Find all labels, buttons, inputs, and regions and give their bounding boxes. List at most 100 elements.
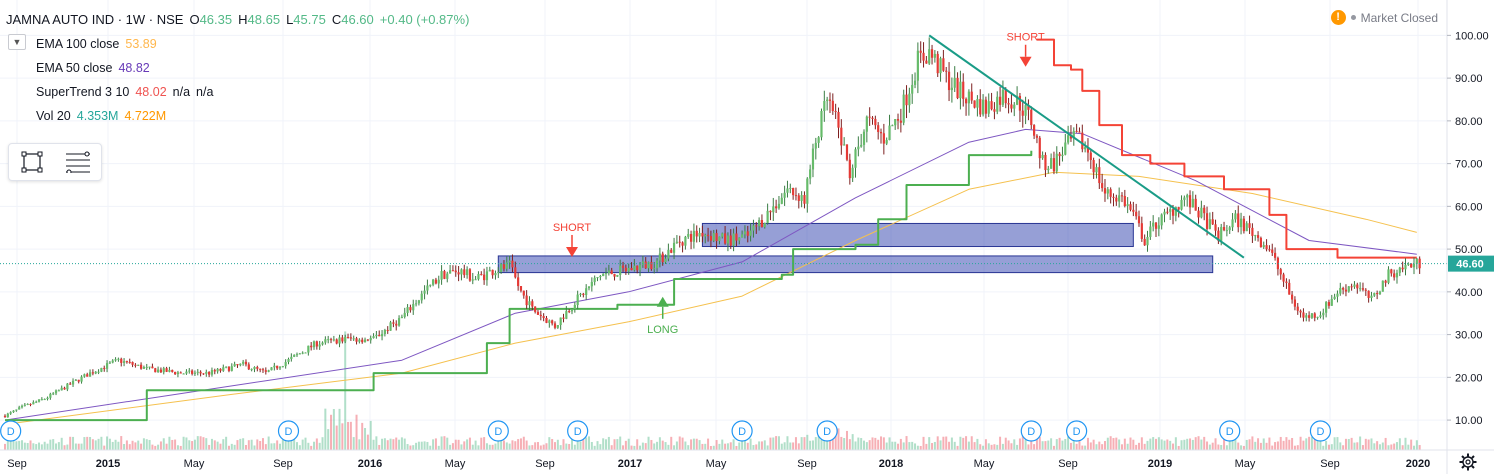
dividend-marker[interactable] xyxy=(0,420,22,442)
volume-bar xyxy=(845,430,848,450)
candle-body xyxy=(1327,302,1331,306)
x-tick-label: Sep xyxy=(273,458,293,470)
rectangle-tool-button[interactable] xyxy=(9,144,55,180)
dividend-marker[interactable] xyxy=(487,420,509,442)
volume-bar xyxy=(338,408,341,450)
candle-body xyxy=(902,94,905,123)
candle-body xyxy=(551,320,554,324)
candle-body xyxy=(1330,298,1333,306)
candle-body xyxy=(386,329,389,331)
candle-body xyxy=(1160,214,1163,226)
candle-body xyxy=(1401,267,1404,270)
candle-body xyxy=(400,316,403,319)
candle-body xyxy=(32,402,35,405)
candle-body xyxy=(210,370,214,375)
candle-body xyxy=(874,118,877,126)
indicator-row[interactable]: SuperTrend 3 10 48.02 n/a n/a xyxy=(6,80,475,104)
volume-bar xyxy=(579,441,582,450)
candle-body xyxy=(1186,195,1189,198)
volume-bar xyxy=(758,441,761,450)
volume-bar xyxy=(281,439,284,450)
volume-bar xyxy=(114,439,117,450)
indicator-row[interactable]: EMA 50 close 48.82 xyxy=(6,56,475,80)
dividend-marker[interactable] xyxy=(816,420,838,442)
candle-body xyxy=(1367,290,1370,298)
volume-bar xyxy=(542,444,545,450)
candle-body xyxy=(403,312,406,317)
dividend-marker[interactable] xyxy=(731,420,753,442)
volume-bar xyxy=(1220,444,1223,450)
candle-body xyxy=(1237,213,1240,228)
dividend-marker[interactable] xyxy=(1066,420,1088,442)
volume-bar xyxy=(1373,443,1376,450)
volume-bar xyxy=(1189,438,1192,450)
candle-body xyxy=(46,397,49,400)
collapse-legend-button[interactable]: ▼ xyxy=(8,34,26,50)
indicator-row[interactable]: EMA 100 close 53.89 xyxy=(6,32,475,56)
candle-body xyxy=(202,373,205,375)
candle-body xyxy=(636,265,639,271)
candle-body xyxy=(942,58,945,71)
dividend-marker[interactable] xyxy=(1020,420,1042,442)
volume-bar xyxy=(468,437,471,450)
candle-body xyxy=(1015,95,1019,105)
volume-bar xyxy=(21,440,24,450)
zone-rect[interactable] xyxy=(497,255,1214,274)
volume-bar xyxy=(383,438,386,450)
volume-bar xyxy=(378,444,381,450)
dividend-marker[interactable] xyxy=(1309,420,1332,442)
volume-bar xyxy=(69,436,72,450)
gear-icon[interactable] xyxy=(1458,452,1478,472)
volume-bar xyxy=(437,445,440,450)
ohlc-key: C xyxy=(331,12,342,27)
volume-bar xyxy=(83,437,86,450)
volume-bar xyxy=(763,440,766,450)
time-axis[interactable]: Sep 2015 May Sep 2016 May Sep 2017 May Sep 2018 May… xyxy=(0,449,1494,470)
candle-body xyxy=(321,342,324,345)
market-status[interactable]: ! Market Closed xyxy=(1330,10,1438,25)
zone-rect[interactable] xyxy=(701,222,1134,248)
candle-body xyxy=(1299,310,1302,313)
volume-bar xyxy=(698,440,701,450)
volume-bar xyxy=(1412,445,1415,450)
volume-bar xyxy=(712,445,715,450)
volume-bar xyxy=(296,442,299,450)
indicator-row[interactable]: Vol 20 4.353M 4.722M xyxy=(6,104,475,128)
price-axis[interactable]: 10.00 20.00 30.00 40.00 50.00 60.00 70.00 80.00… xyxy=(1446,0,1494,474)
volume-bar xyxy=(449,444,452,450)
volume-bar xyxy=(352,437,355,450)
volume-bar xyxy=(899,438,902,450)
volume-bar xyxy=(718,443,721,450)
dividend-marker[interactable] xyxy=(1219,420,1241,442)
volume-bar xyxy=(882,437,885,450)
volume-bar xyxy=(987,443,990,450)
volume-bar xyxy=(559,445,562,450)
support-resistance-zones[interactable] xyxy=(497,222,1214,274)
drawings[interactable]: SHORT LONG SHORT xyxy=(0,32,1447,336)
candle-body xyxy=(1013,104,1016,109)
volume-bar xyxy=(284,440,287,450)
volume-bar xyxy=(1109,436,1112,450)
symbol-title[interactable]: JAMNA AUTO IND · 1W · NSE xyxy=(6,12,184,27)
candle-body xyxy=(188,370,191,372)
candle-body xyxy=(485,271,489,281)
lines-tool-button[interactable] xyxy=(55,144,101,180)
volume-bar xyxy=(1390,444,1393,450)
volume-bar xyxy=(536,442,539,450)
volume-bar xyxy=(12,438,15,450)
candle-body xyxy=(264,370,267,372)
volume-bar xyxy=(602,438,605,450)
candle-body xyxy=(174,371,177,375)
candle-body xyxy=(338,337,341,344)
candle-body xyxy=(678,241,681,243)
volume-bar xyxy=(817,434,820,450)
dividend-marker[interactable] xyxy=(277,420,300,442)
volume-bar xyxy=(256,439,259,450)
dividend-marker[interactable] xyxy=(567,420,589,442)
candle-body xyxy=(698,232,701,237)
candle-body xyxy=(1296,306,1299,311)
dividend-label: D xyxy=(738,426,746,438)
candle-body xyxy=(987,101,990,114)
